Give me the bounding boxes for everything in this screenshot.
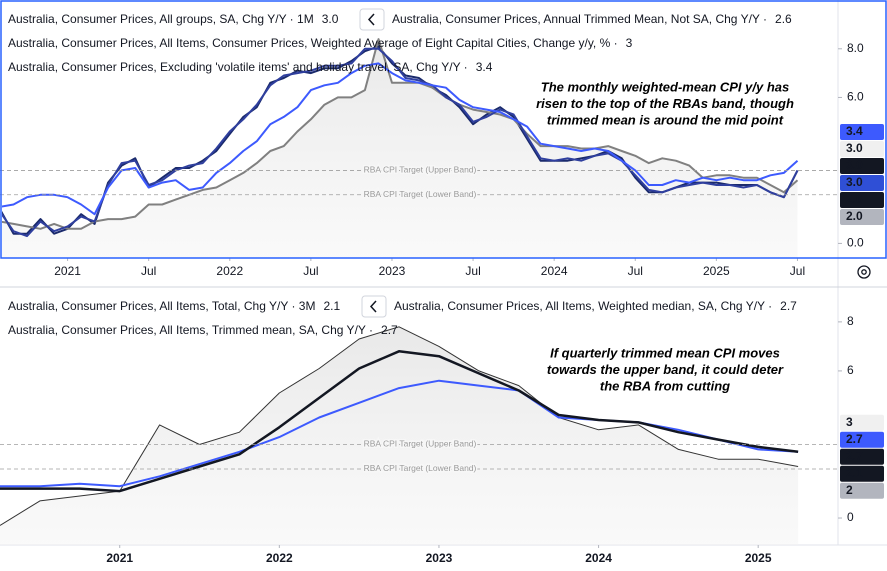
area [2,39,798,258]
price-tag-label: 2.6 [846,192,863,206]
x-tick-label: 2023 [426,551,453,565]
series-line [2,62,799,216]
legend-value: 3.0 [322,12,339,26]
price-tag-label: 3.0 [846,158,863,172]
legend-value: 2.7 [780,299,797,313]
price-tag [840,123,884,140]
series-line [2,38,799,230]
x-tick-label: 2024 [541,264,568,278]
selected-pane-frame [0,0,887,259]
legend-name: Australia, Consumer Prices, All Items, W… [394,299,772,313]
series-line [2,47,799,238]
price-tag-label: 2.1 [846,466,863,480]
legend-value: 3 [626,36,633,50]
legend-name: Australia, Consumer Prices, Excluding 'v… [8,60,468,74]
legend-name: Australia, Consumer Prices, All Items, T… [8,323,373,337]
annotation: risen to the top of the RBAs band, thoug… [536,96,794,111]
x-tick-label: 2025 [745,551,772,565]
annotation: If quarterly trimmed mean CPI moves [550,345,780,360]
price-tag [840,157,884,174]
legend-value: 2.7 [381,323,398,337]
legend-value: 2.6 [775,12,792,26]
annotation: towards the upper band, it could deter [547,362,784,377]
x-tick-label: 2024 [585,551,612,565]
price-tag [840,174,884,191]
y-tick-label: 8 [847,314,854,328]
plot-area [2,38,799,258]
band-label: RBA CPI Target (Upper Band) [364,439,477,449]
price-tag [840,414,884,431]
annotation: the RBA from cutting [600,378,730,393]
price-tag-label: 2.0 [846,209,863,223]
legend-name: Australia, Consumer Prices, All Items, C… [8,36,618,50]
price-tag-label: 2.7 [846,432,863,446]
annotation: The monthly weighted-mean CPI y/y has [541,79,790,94]
price-tag [840,191,884,208]
price-tag-label: 3.0 [846,141,863,155]
x-tick-label: Jul [465,264,480,278]
annotation: trimmed mean is around the mid point [547,112,784,127]
y-tick-label: 6.0 [847,90,864,104]
x-tick-label: 2022 [266,551,293,565]
x-tick-label: Jul [141,264,156,278]
legend-name: Australia, Consumer Prices, All groups, … [8,12,314,26]
band-label: RBA CPI Target (Lower Band) [364,189,477,199]
collapse-button[interactable] [359,8,385,31]
price-tag-label: 2 [846,483,853,497]
y-tick-label: 6 [847,363,854,377]
x-tick-label: 2021 [54,264,81,278]
legend-name: Australia, Consumer Prices, All Items, T… [8,299,315,313]
band-label: RBA CPI Target (Lower Band) [364,463,477,473]
price-tag [840,208,884,225]
price-tag-label: 2.7 [846,449,863,463]
price-tag-label: 3 [846,415,853,429]
settings-icon[interactable] [857,265,871,279]
y-tick-label: 0 [847,510,854,524]
x-tick-label: 2023 [379,264,406,278]
series-line [0,350,799,493]
price-tag [840,482,884,499]
x-tick-label: Jul [303,264,318,278]
price-tag [840,140,884,157]
x-tick-label: 2022 [216,264,243,278]
price-tag [840,431,884,448]
x-tick-label: 2025 [703,264,730,278]
area [0,326,799,545]
x-tick-label: 2021 [106,551,133,565]
price-tag-label: 3.0 [846,175,863,189]
price-tag [840,448,884,465]
x-tick-label: Jul [790,264,805,278]
legend-value: 3.4 [476,60,493,74]
price-tag-label: 3.4 [846,124,863,138]
legend-name: Australia, Consumer Prices, Annual Trimm… [392,12,767,26]
chart-layer: 2021 Jul 2022 Jul 2023 Jul 2024 Jul 2025 Jul 0.0 6.… [0,12,884,565]
legend-value: 2.1 [323,299,340,313]
price-tag [840,465,884,482]
y-tick-label: 8.0 [847,41,864,55]
series-line [0,379,799,488]
y-tick-label: 0.0 [847,236,864,250]
collapse-button[interactable] [361,295,387,318]
band-label: RBA CPI Target (Upper Band) [364,165,477,175]
x-tick-label: Jul [628,264,643,278]
